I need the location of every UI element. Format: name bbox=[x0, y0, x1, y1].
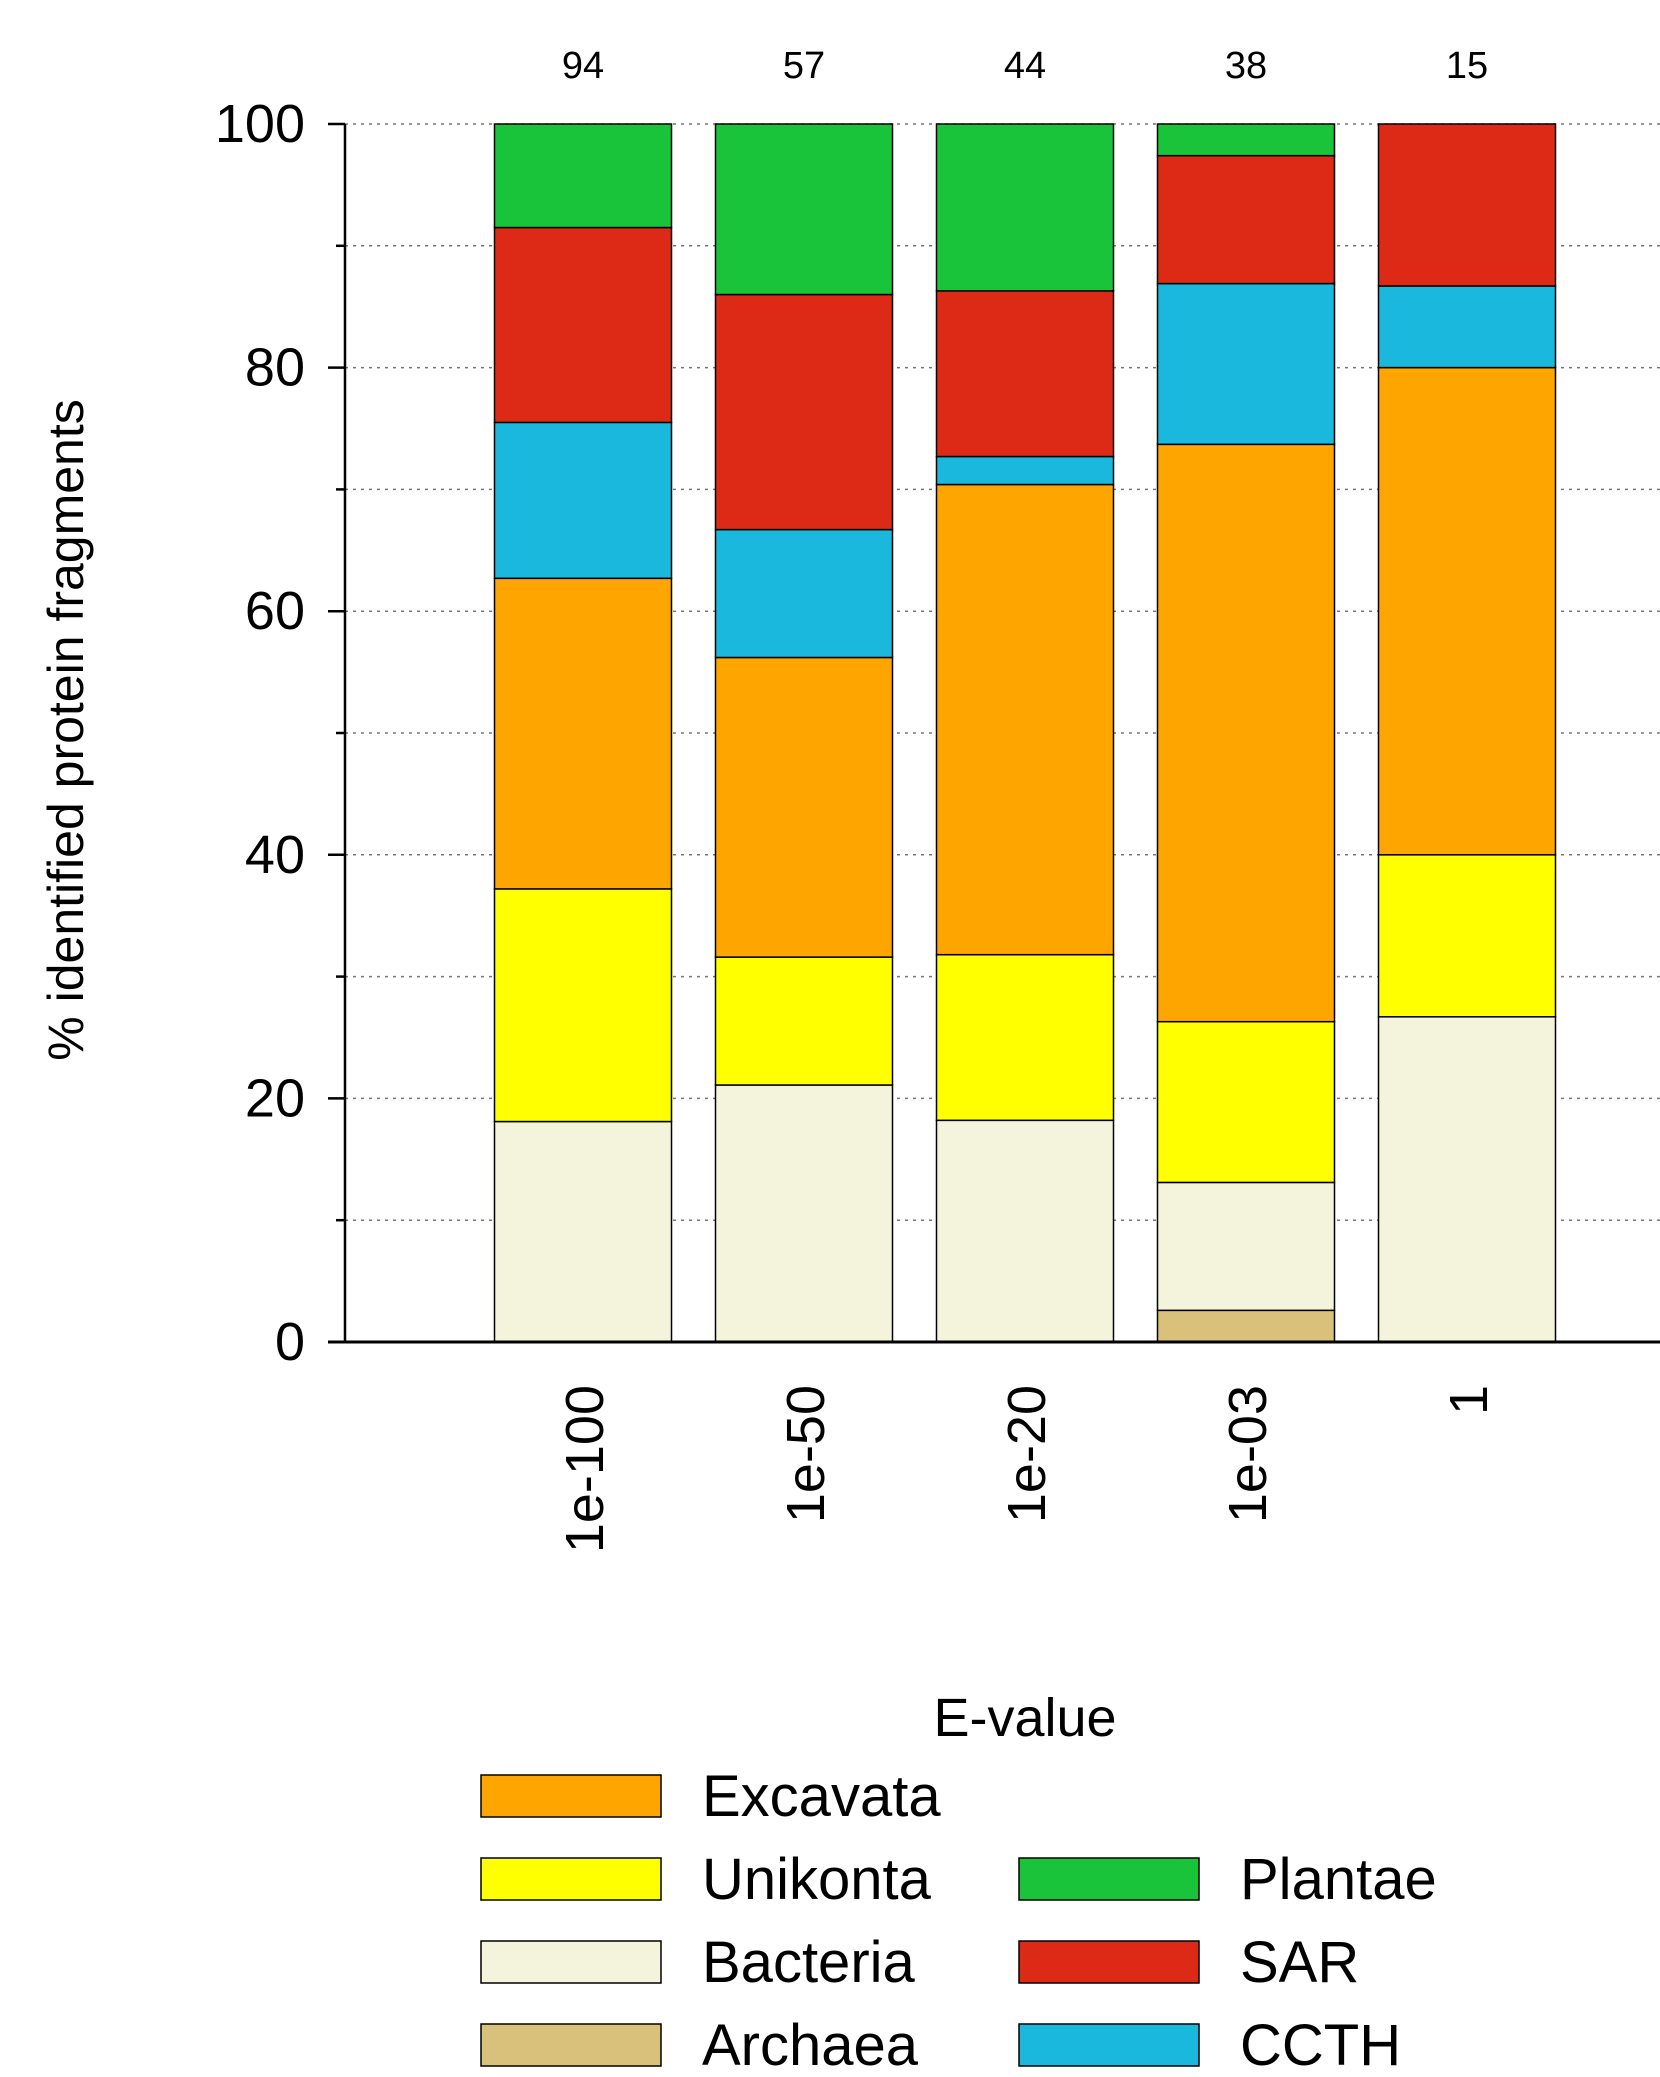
bar-count-label: 94 bbox=[562, 45, 604, 87]
bar-segment-sar bbox=[1377, 123, 1557, 287]
bar-segment-unikonta bbox=[714, 956, 894, 1086]
bar-segment-unikonta bbox=[1377, 854, 1557, 1018]
bar-count-label: 57 bbox=[783, 45, 825, 87]
x-tick-label: 1e-03 bbox=[1218, 1385, 1278, 1523]
y-tick-label: 40 bbox=[245, 825, 305, 885]
legend-label-sar: SAR bbox=[1240, 1930, 1359, 1995]
bar-segment-ccth bbox=[935, 455, 1115, 486]
bar-segment-archaea bbox=[1156, 1309, 1336, 1343]
bar-segment-plantae bbox=[1156, 123, 1336, 157]
bar-segment-ccth bbox=[1377, 285, 1557, 369]
legend-swatch-plantae bbox=[1018, 1857, 1200, 1901]
bar-segment-excavata bbox=[714, 656, 894, 958]
bar-segment-bacteria bbox=[1156, 1181, 1336, 1312]
bar-segment-unikonta bbox=[493, 888, 673, 1123]
legend-swatch-archaea bbox=[480, 2023, 662, 2067]
bar-segment-ccth bbox=[493, 421, 673, 580]
y-tick-label: 60 bbox=[245, 581, 305, 641]
legend-swatch-excavata bbox=[480, 1774, 662, 1818]
bar-segment-unikonta bbox=[1156, 1020, 1336, 1184]
legend-label-ccth: CCTH bbox=[1240, 2013, 1401, 2077]
bar-segment-excavata bbox=[1377, 366, 1557, 856]
bar-segment-excavata bbox=[935, 483, 1115, 956]
bar-segment-bacteria bbox=[714, 1084, 894, 1343]
bar-segment-bacteria bbox=[935, 1119, 1115, 1343]
legend-label-unikonta: Unikonta bbox=[702, 1847, 932, 1912]
y-tick-label: 20 bbox=[245, 1068, 305, 1128]
bar-segment-plantae bbox=[714, 123, 894, 296]
bar-segment-excavata bbox=[493, 577, 673, 890]
legend-label-bacteria: Bacteria bbox=[702, 1930, 916, 1995]
bar-count-label: 38 bbox=[1225, 45, 1267, 87]
legend-swatch-sar bbox=[1018, 1940, 1200, 1984]
bar-segment-ccth bbox=[714, 528, 894, 659]
bar-count-label: 44 bbox=[1004, 45, 1046, 87]
bar-segment-plantae bbox=[493, 123, 673, 229]
x-axis-title: E-value bbox=[933, 1688, 1116, 1748]
bar-count-label: 15 bbox=[1446, 45, 1488, 87]
x-tick-label: 1 bbox=[1439, 1385, 1499, 1415]
bar-segment-bacteria bbox=[1377, 1016, 1557, 1343]
x-tick-label: 1e-50 bbox=[776, 1385, 836, 1523]
legend-label-archaea: Archaea bbox=[702, 2013, 919, 2077]
bar-segment-excavata bbox=[1156, 443, 1336, 1023]
legend-swatch-ccth bbox=[1018, 2023, 1200, 2067]
y-tick-label: 80 bbox=[245, 338, 305, 398]
bar-segment-sar bbox=[714, 293, 894, 531]
labels: 0 20 40 60 80 100 94 1e-100 57 1e-50 44 1e-20 38 1e-0… bbox=[215, 45, 1499, 1553]
legend-swatch-unikonta bbox=[480, 1857, 662, 1901]
bar-segment-sar bbox=[1156, 154, 1336, 285]
bars bbox=[493, 123, 1557, 1343]
legend: Excavata Unikonta Bacteria Archaea Plantae SA… bbox=[480, 1764, 1437, 2077]
x-tick-label: 1e-100 bbox=[555, 1385, 615, 1553]
bar-segment-sar bbox=[493, 226, 673, 424]
bar-segment-plantae bbox=[935, 123, 1115, 292]
bar-segment-ccth bbox=[1156, 282, 1336, 446]
y-axis-title: % identified protein fragments bbox=[38, 399, 94, 1060]
axes bbox=[328, 122, 1660, 1344]
y-tick-label: 0 bbox=[275, 1312, 305, 1372]
bar-segment-sar bbox=[935, 290, 1115, 458]
bar-segment-bacteria bbox=[493, 1120, 673, 1343]
legend-label-excavata: Excavata bbox=[702, 1764, 941, 1829]
legend-label-plantae: Plantae bbox=[1240, 1847, 1437, 1912]
x-tick-label: 1e-20 bbox=[997, 1385, 1057, 1523]
bar-segment-unikonta bbox=[935, 953, 1115, 1122]
y-tick-label: 100 bbox=[215, 94, 305, 154]
legend-swatch-bacteria bbox=[480, 1940, 662, 1984]
